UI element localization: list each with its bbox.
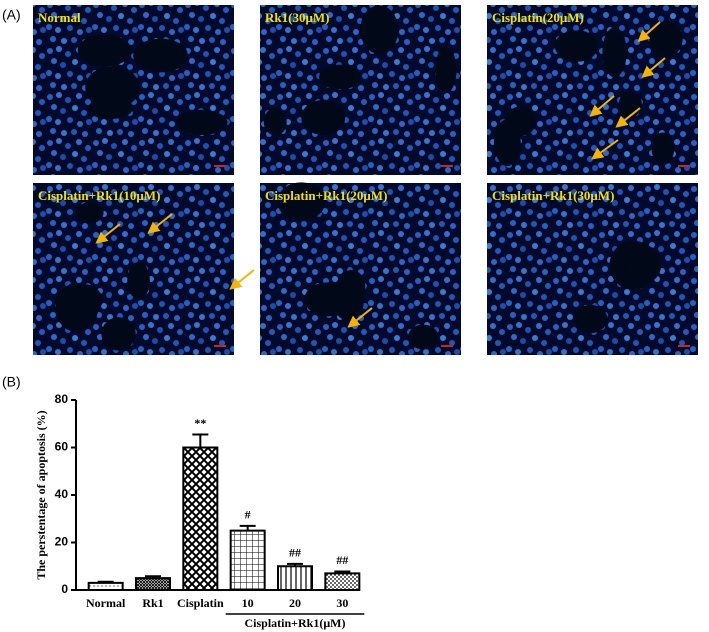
dark-area: [63, 284, 103, 316]
dark-area: [649, 21, 683, 58]
dark-area: [435, 46, 457, 94]
arrow: [147, 213, 173, 234]
error-bar: [192, 433, 209, 448]
scale-bar: [441, 345, 453, 347]
scale-bar: [214, 345, 226, 347]
arrow: [637, 21, 661, 42]
dark-area: [101, 317, 136, 351]
dark-area: [573, 304, 608, 334]
image-label: Normal: [38, 10, 81, 25]
significance-mark: #: [245, 508, 251, 522]
dark-area: [85, 66, 140, 110]
micrographs: Normal Rk1(30μM) Cisplatin(20μM) Cisplatin+…: [33, 5, 698, 355]
error-bar: [334, 570, 351, 574]
dark-area: [304, 282, 351, 317]
micrograph-cells: [260, 5, 461, 175]
dark-area: [408, 324, 439, 350]
y-tick-label: 80: [55, 392, 69, 406]
x-tick-label: 10: [242, 596, 254, 610]
image-label: Rk1(30μM): [265, 10, 329, 25]
error-bar: [239, 524, 256, 531]
scale-bar: [441, 165, 453, 167]
bar: [229, 529, 266, 591]
arrow: [347, 307, 373, 328]
y-axis-label: The perstentage of apoptosis (%): [34, 410, 48, 579]
arrow: [641, 57, 666, 78]
bar: [87, 581, 124, 591]
dark-area: [623, 244, 662, 285]
dark-area: [76, 202, 104, 224]
dark-area: [133, 38, 188, 73]
dark-area: [493, 119, 521, 167]
scale-bar: [678, 345, 690, 347]
dark-area: [301, 100, 346, 135]
arrow: [589, 95, 615, 117]
panel-label: (A): [2, 7, 21, 23]
arrow: [95, 223, 121, 244]
image-label: Cisplatin+Rk1(10μM): [38, 188, 160, 203]
bar: [277, 565, 313, 591]
x-tick-label: Cisplatin: [177, 596, 224, 610]
error-bar: [287, 562, 303, 567]
arrow: [591, 139, 619, 160]
y-tick-label: 0: [61, 582, 68, 596]
x-tick-label: 20: [289, 596, 301, 610]
dark-area: [176, 109, 228, 136]
x-tick-label: 30: [336, 596, 348, 610]
dark-area: [263, 108, 287, 136]
image-label: Cisplatin+Rk1(20μM): [265, 188, 387, 203]
arrows: [95, 21, 666, 328]
dark-area: [558, 30, 599, 62]
dark-area: [277, 182, 326, 221]
significance-mark: **: [194, 416, 206, 430]
dark-area: [602, 27, 627, 78]
panel-label: (B): [2, 374, 21, 390]
dark-area: [360, 5, 399, 54]
dark-area: [77, 34, 132, 67]
scale-bar: [678, 165, 690, 167]
significance-mark: ##: [289, 546, 301, 560]
x-tick-label: Rk1: [142, 596, 163, 610]
dark-area: [618, 91, 642, 118]
y-tick-label: 20: [55, 535, 69, 549]
y-tick-label: 40: [55, 487, 69, 501]
dark-area: [127, 262, 150, 300]
arrow: [229, 269, 255, 290]
bar-chart: 0 20 40 60 80 The perstentage of apoptosis (%…: [34, 392, 365, 630]
bar: [324, 572, 361, 591]
y-tick-label: 60: [55, 440, 69, 454]
x-tick-label: Normal: [86, 596, 126, 610]
group-label: Cisplatin+Rk1(μM): [245, 616, 346, 630]
dark-area: [87, 98, 133, 120]
image-label: Cisplatin+Rk1(30μM): [492, 188, 614, 203]
image-label: Cisplatin(20μM): [492, 10, 584, 25]
significance-mark: ##: [336, 553, 348, 567]
dark-area: [319, 64, 361, 90]
dark-area: [651, 132, 675, 166]
bar: [182, 446, 219, 591]
error-bar: [145, 575, 161, 579]
scale-bar: [214, 165, 226, 167]
bar: [135, 577, 171, 591]
error-bar: [97, 580, 114, 583]
arrow: [615, 107, 641, 128]
